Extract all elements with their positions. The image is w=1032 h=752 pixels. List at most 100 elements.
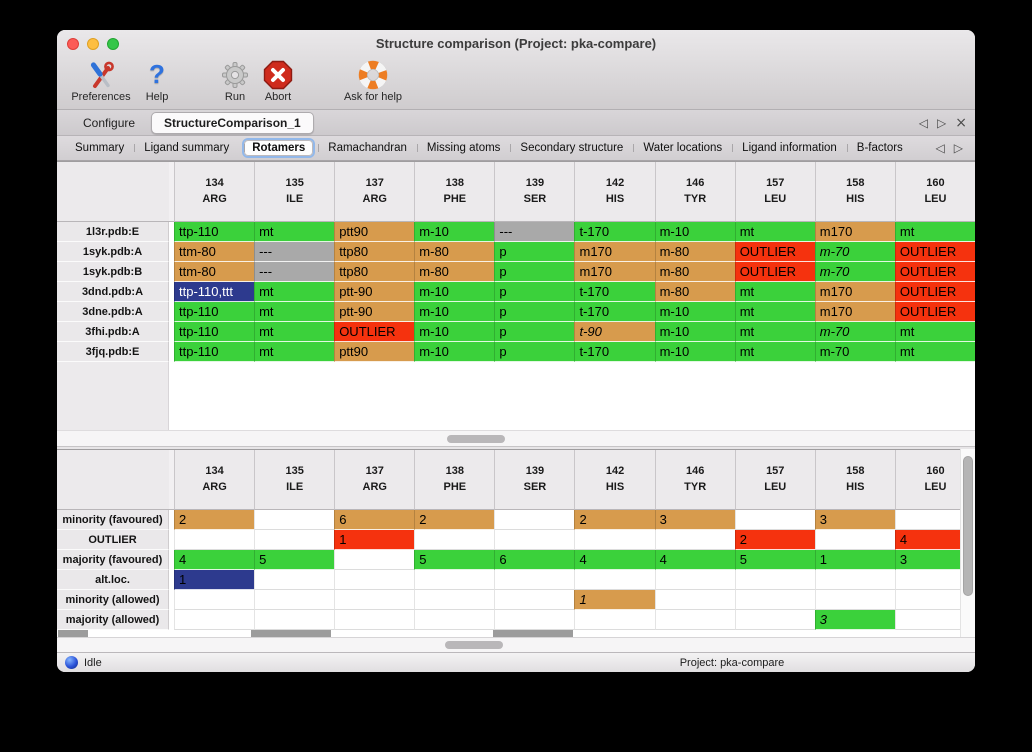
tab-ligand-summary[interactable]: Ligand summary xyxy=(134,140,239,156)
column-header[interactable]: 139 SER xyxy=(494,450,575,510)
data-cell[interactable]: mt xyxy=(254,322,335,342)
run-button[interactable]: Run xyxy=(215,58,255,108)
tab-water-locations[interactable]: Water locations xyxy=(633,140,732,156)
data-cell[interactable] xyxy=(894,510,960,530)
tab-ligand-information[interactable]: Ligand information xyxy=(732,140,847,156)
data-cell[interactable] xyxy=(414,530,495,550)
data-cell[interactable] xyxy=(174,590,255,610)
data-cell[interactable]: m-10 xyxy=(654,342,735,362)
column-header[interactable]: 142 HIS xyxy=(574,450,655,510)
column-header[interactable]: 135 ILE xyxy=(254,450,335,510)
data-cell[interactable]: 6 xyxy=(334,510,415,530)
data-cell[interactable]: OUTLIER xyxy=(894,282,975,302)
data-cell[interactable]: OUTLIER xyxy=(334,322,415,342)
data-cell[interactable] xyxy=(494,590,575,610)
data-cell[interactable]: mt xyxy=(894,342,975,362)
data-cell[interactable]: m-70 xyxy=(814,322,895,342)
data-cell[interactable]: t-170 xyxy=(574,342,655,362)
data-cell[interactable]: m170 xyxy=(814,282,895,302)
data-cell[interactable]: 2 xyxy=(574,510,655,530)
data-cell[interactable]: ttp-110 xyxy=(174,342,255,362)
row-label[interactable]: 3fhi.pdb:A xyxy=(57,322,169,342)
data-cell[interactable]: m-80 xyxy=(654,242,735,262)
data-cell[interactable]: --- xyxy=(494,222,575,242)
row-label[interactable]: 1syk.pdb:A xyxy=(57,242,169,262)
data-cell[interactable]: p xyxy=(494,322,575,342)
row-label[interactable]: minority (allowed) xyxy=(57,590,169,610)
data-cell[interactable] xyxy=(574,610,655,630)
column-header[interactable]: 134 ARG xyxy=(174,162,255,222)
data-cell[interactable]: 4 xyxy=(174,550,255,570)
data-cell[interactable]: m-10 xyxy=(414,342,495,362)
data-cell[interactable]: m170 xyxy=(814,302,895,322)
help-button[interactable]: ? Help xyxy=(137,58,177,108)
data-cell[interactable]: ptt-90 xyxy=(334,282,415,302)
data-cell[interactable] xyxy=(654,590,735,610)
data-cell[interactable]: mt xyxy=(254,222,335,242)
rotamer-table-hscrollbar[interactable] xyxy=(57,430,975,446)
data-cell[interactable] xyxy=(734,590,815,610)
row-label[interactable]: alt.loc. xyxy=(57,570,169,590)
column-header[interactable]: 158 HIS xyxy=(814,450,895,510)
column-header[interactable]: 137 ARG xyxy=(334,162,415,222)
data-cell[interactable] xyxy=(334,610,415,630)
data-cell[interactable]: m-10 xyxy=(414,322,495,342)
row-label[interactable]: minority (favoured) xyxy=(57,510,169,530)
data-cell[interactable] xyxy=(254,510,335,530)
column-header[interactable]: 138 PHE xyxy=(414,162,495,222)
data-cell[interactable] xyxy=(494,570,575,590)
data-cell[interactable]: 1 xyxy=(174,570,255,590)
data-cell[interactable]: m-10 xyxy=(654,322,735,342)
column-header[interactable]: 134 ARG xyxy=(174,450,255,510)
data-cell[interactable]: mt xyxy=(894,322,975,342)
data-cell[interactable]: m-80 xyxy=(414,242,495,262)
row-label[interactable]: 3fjq.pdb:E xyxy=(57,342,169,362)
row-label[interactable]: 3dnd.pdb:A xyxy=(57,282,169,302)
data-cell[interactable] xyxy=(254,570,335,590)
data-cell[interactable] xyxy=(574,530,655,550)
data-cell[interactable]: OUTLIER xyxy=(894,242,975,262)
data-cell[interactable] xyxy=(334,570,415,590)
data-cell[interactable]: ttm-80 xyxy=(174,262,255,282)
row-label[interactable]: OUTLIER xyxy=(57,530,169,550)
split-pane-divider[interactable] xyxy=(57,446,975,449)
data-cell[interactable]: 6 xyxy=(494,550,575,570)
row-label[interactable]: majority (favoured) xyxy=(57,550,169,570)
data-cell[interactable]: OUTLIER xyxy=(734,242,815,262)
data-cell[interactable]: p xyxy=(494,262,575,282)
data-cell[interactable] xyxy=(734,510,815,530)
data-cell[interactable]: OUTLIER xyxy=(734,262,815,282)
data-cell[interactable] xyxy=(574,570,655,590)
data-cell[interactable]: mt xyxy=(734,282,815,302)
vscrollbar-thumb[interactable] xyxy=(963,456,973,596)
close-window-button[interactable] xyxy=(67,38,79,50)
data-cell[interactable] xyxy=(334,590,415,610)
tab-missing-atoms[interactable]: Missing atoms xyxy=(416,140,511,156)
data-cell[interactable]: t-170 xyxy=(574,222,655,242)
data-cell[interactable] xyxy=(654,570,735,590)
data-cell[interactable]: OUTLIER xyxy=(894,262,975,282)
count-table-hscrollbar[interactable] xyxy=(57,637,975,652)
column-header[interactable]: 137 ARG xyxy=(334,450,415,510)
data-cell[interactable]: ttp-110 xyxy=(174,302,255,322)
data-cell[interactable]: 5 xyxy=(254,550,335,570)
minimize-window-button[interactable] xyxy=(87,38,99,50)
hscrollbar-thumb[interactable] xyxy=(445,641,503,649)
tab-rotamers[interactable]: Rotamers xyxy=(244,140,314,156)
data-cell[interactable]: t-90 xyxy=(574,322,655,342)
tab-summary[interactable]: Summary xyxy=(75,142,125,154)
data-cell[interactable]: ttp-110,ttt xyxy=(174,282,255,302)
tab-secondary-structure[interactable]: Secondary structure xyxy=(510,140,633,156)
column-header[interactable]: 139 SER xyxy=(494,162,575,222)
data-cell[interactable]: mt xyxy=(894,222,975,242)
row-label[interactable]: 1syk.pdb:B xyxy=(57,262,169,282)
data-cell[interactable]: 2 xyxy=(414,510,495,530)
column-header[interactable]: 146 TYR xyxy=(654,162,735,222)
tab-close-icon[interactable]: × xyxy=(955,114,967,131)
column-header[interactable]: 160 LEU xyxy=(894,162,975,222)
data-cell[interactable]: p xyxy=(494,242,575,262)
column-header[interactable]: 142 HIS xyxy=(574,162,655,222)
data-cell[interactable] xyxy=(174,610,255,630)
data-cell[interactable]: ptt-90 xyxy=(334,302,415,322)
data-cell[interactable] xyxy=(734,610,815,630)
